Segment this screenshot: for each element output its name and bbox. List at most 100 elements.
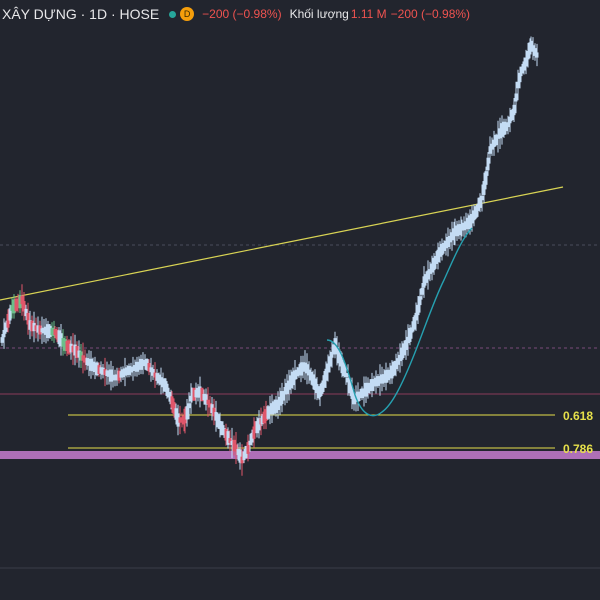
candle-body [280, 391, 284, 405]
candle-body [222, 428, 226, 435]
candle-body [291, 371, 295, 386]
candle-body [230, 440, 234, 446]
candle-body [172, 402, 176, 414]
candle-body [55, 329, 59, 340]
candle-body [420, 287, 424, 295]
candle-body [10, 305, 14, 311]
candle-body [228, 437, 232, 444]
candle-body [410, 327, 414, 333]
candle-body [125, 367, 129, 376]
candle-body [315, 384, 319, 394]
candle-body [206, 399, 210, 405]
candle-body [362, 389, 366, 394]
candle-body [462, 222, 466, 231]
candle-body [87, 360, 91, 366]
candle-body [322, 375, 326, 388]
candle-body [202, 393, 206, 401]
candle-body [253, 427, 257, 433]
candle-body [73, 344, 77, 356]
candle-body [432, 257, 436, 271]
d-badge[interactable]: D [180, 7, 195, 21]
candle-body [143, 359, 147, 365]
candle-body [77, 350, 81, 358]
candle-body [380, 374, 384, 384]
trendline [0, 186, 564, 301]
candle-body [176, 413, 180, 427]
candle-body [366, 382, 370, 394]
candle-body [248, 440, 252, 445]
candle-body [498, 128, 502, 139]
candle-body [303, 362, 307, 368]
candle-body [398, 354, 402, 362]
candle-body [301, 362, 305, 372]
candle-body [0, 337, 4, 343]
candle-body [364, 382, 368, 397]
candle-body [196, 387, 200, 398]
candle-body [533, 48, 537, 56]
candle-body [444, 240, 448, 249]
candle-body [103, 369, 107, 375]
candle-body [376, 376, 380, 386]
candle-body [232, 439, 236, 452]
candle-body [455, 225, 459, 237]
candle-body [283, 389, 287, 395]
candle-body [8, 308, 12, 321]
candle-body [442, 243, 446, 251]
candle-body [457, 224, 461, 236]
candle-body [268, 407, 272, 413]
candle-body [250, 432, 254, 443]
candle-body [170, 396, 174, 408]
candle-body [242, 451, 246, 461]
chart-header: XÂY DỰNG · 1D · HOSE D −200 (−0.98%) Khố… [0, 4, 470, 24]
candle-body [276, 399, 280, 411]
candle-body [360, 388, 364, 399]
symbol-title[interactable]: XÂY DỰNG · 1D · HOSE [2, 6, 160, 22]
candle-body [446, 236, 450, 248]
candle-body [57, 330, 61, 345]
candle-body [40, 328, 44, 333]
candle-body [135, 361, 139, 372]
candle-body [26, 312, 30, 325]
candle-body [285, 383, 289, 395]
candle-body [210, 404, 214, 414]
candle-body [440, 243, 444, 256]
candle-body [165, 383, 169, 396]
candle-body [317, 387, 321, 399]
candle-body [69, 343, 73, 353]
candle-body [145, 358, 149, 371]
candle-body [236, 448, 240, 456]
candle-body [488, 146, 492, 154]
candle-body [85, 358, 89, 366]
candle-body [512, 104, 516, 116]
candle-body [89, 358, 93, 371]
volume-label[interactable]: Khối lượng [289, 7, 349, 21]
candle-body [226, 431, 230, 445]
moving-average-line [326, 227, 473, 417]
candle-body [506, 122, 510, 128]
candle-body [426, 270, 430, 280]
candle-body [262, 411, 266, 424]
candle-body [529, 40, 533, 50]
candle-body [16, 298, 20, 308]
candle-body [133, 365, 137, 371]
candle-body [139, 358, 143, 370]
candle-body [131, 366, 135, 371]
candle-body [414, 312, 418, 321]
support-band [0, 451, 600, 459]
candle-body [111, 374, 115, 379]
candle-body [14, 298, 18, 311]
candle-body [468, 215, 472, 229]
candle-body [494, 134, 498, 146]
candle-body [97, 365, 101, 374]
candle-body [187, 403, 191, 409]
fib-label-0786: 0.786 [563, 442, 593, 456]
candle-body [2, 329, 6, 338]
candle-body [472, 210, 476, 221]
candle-body [535, 52, 539, 58]
candle-body [38, 325, 42, 335]
candle-body [50, 328, 54, 336]
candle-body [368, 382, 372, 391]
candle-body [257, 418, 261, 431]
candle-body [65, 341, 69, 351]
